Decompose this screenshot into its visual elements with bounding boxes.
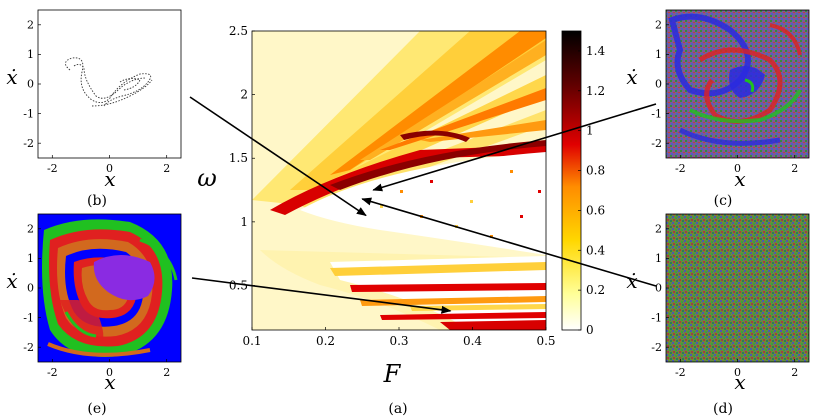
b-x-axis-label: x [104, 167, 115, 191]
arrow-b-to-a [189, 96, 367, 217]
x-tick-label: 2 [163, 366, 170, 379]
arrow-c-to-a [372, 103, 657, 192]
e-basin-image [38, 214, 181, 362]
caption-b: (b) [87, 193, 107, 209]
x-tick-label: 2 [791, 162, 798, 175]
caption-d: (d) [713, 401, 733, 417]
c-y-axis-label: ẋ [626, 65, 637, 89]
b-y-axis-label: ẋ [6, 65, 17, 89]
e-x-ticks: -2 0 2 [47, 359, 170, 379]
colorbar-ticks: 0 0.2 0.4 0.6 0.8 1 1.2 1.4 [578, 44, 605, 337]
caption-e: (e) [87, 401, 106, 417]
x-tick-label: 2 [163, 162, 170, 175]
arrow-d-to-a [361, 197, 657, 287]
colorbar-tick-label: 0.2 [586, 283, 605, 297]
d-x-axis-label: x [734, 370, 745, 394]
c-basin-image [666, 10, 809, 158]
d-x-ticks: -2 0 2 [675, 359, 798, 379]
panel-d: -2 0 2 -2 -1 0 1 2 x ẋ (d) [626, 213, 810, 417]
panel-a: 0.1 0.2 0.3 0.4 0.5 0.5 1 1.5 2 2.5 F ω (a) 0 0.2… [197, 24, 605, 417]
panel-b: -2 0 2 -2 -1 0 1 2 x ẋ (b) [6, 9, 182, 209]
y-tick-label: 0 [655, 282, 662, 295]
a-x-ticks: 0.1 0.2 0.3 0.4 0.5 [242, 327, 556, 348]
y-tick-label: 1 [655, 48, 662, 61]
y-tick-label: 2.5 [229, 24, 248, 38]
y-tick-label: 2 [655, 18, 662, 31]
d-y-axis-label: ẋ [626, 269, 637, 293]
y-tick-label: -1 [23, 107, 34, 120]
colorbar-tick-label: 1.2 [586, 84, 605, 98]
x-tick-label: 0.2 [316, 334, 335, 348]
x-tick-label: 0 [734, 366, 741, 379]
heatmap-a-image [252, 31, 546, 330]
arrows [189, 96, 657, 314]
colorbar-tick-label: 0 [586, 323, 594, 337]
x-tick-label: 0.3 [389, 334, 408, 348]
x-tick-label: 2 [791, 366, 798, 379]
caption-a: (a) [388, 401, 407, 417]
c-y-ticks: -2 -1 0 1 2 [651, 18, 669, 150]
y-tick-label: -2 [651, 341, 662, 354]
x-tick-label: 0.4 [463, 334, 482, 348]
y-tick-label: 0 [27, 78, 34, 91]
colorbar-tick-label: 1.4 [586, 44, 605, 58]
y-tick-label: 2 [240, 88, 248, 102]
colorbar-tick-label: 1 [586, 124, 594, 138]
y-tick-label: -1 [651, 311, 662, 324]
x-tick-label: -2 [47, 162, 58, 175]
panel-e: -2 0 2 -2 -1 0 1 2 x ẋ (e) [6, 213, 182, 417]
y-tick-label: 1 [240, 215, 248, 229]
colorbar-tick-label: 0.6 [586, 203, 605, 217]
y-tick-label: -1 [651, 107, 662, 120]
y-tick-label: -2 [23, 341, 34, 354]
colorbar [561, 30, 582, 331]
e-y-ticks: -2 -1 0 1 2 [23, 222, 41, 354]
x-tick-label: 0 [734, 162, 741, 175]
c-x-ticks: -2 0 2 [675, 155, 798, 175]
y-tick-label: 0 [655, 78, 662, 91]
b-frame [37, 9, 182, 159]
y-tick-label: 1 [27, 252, 34, 265]
x-tick-label: -2 [675, 162, 686, 175]
y-tick-label: 2 [27, 222, 34, 235]
x-tick-label: 0 [106, 366, 113, 379]
y-tick-label: 0 [27, 282, 34, 295]
x-tick-label: 0 [106, 162, 113, 175]
b-attractor [65, 57, 153, 107]
colorbar-tick-label: 0.4 [586, 243, 605, 257]
a-y-ticks: 0.5 1 1.5 2 2.5 [229, 24, 255, 292]
panel-c: -2 0 2 -2 -1 0 1 2 x ẋ (c) [626, 9, 810, 209]
y-tick-label: 1 [655, 252, 662, 265]
x-tick-label: -2 [675, 366, 686, 379]
y-tick-label: 2 [655, 222, 662, 235]
c-x-axis-label: x [734, 167, 745, 191]
b-y-ticks: -2 -1 0 1 2 [23, 18, 41, 150]
y-tick-label: -2 [23, 137, 34, 150]
e-x-axis-label: x [104, 370, 115, 394]
y-tick-label: 1 [27, 48, 34, 61]
x-tick-label: -2 [47, 366, 58, 379]
y-tick-label: -1 [23, 311, 34, 324]
d-basin-image [666, 214, 809, 362]
x-tick-label: 0.5 [536, 334, 555, 348]
arrow-e-to-a [191, 277, 452, 314]
colorbar-tick-label: 0.8 [586, 164, 605, 178]
b-x-ticks: -2 0 2 [47, 155, 170, 175]
y-tick-label: 2 [27, 18, 34, 31]
x-tick-label: 0.1 [242, 334, 261, 348]
a-y-axis-label: ω [197, 164, 217, 192]
a-x-axis-label: F [383, 360, 402, 388]
e-y-axis-label: ẋ [6, 269, 17, 293]
y-tick-label: 0.5 [229, 278, 248, 292]
d-y-ticks: -2 -1 0 1 2 [651, 222, 669, 354]
y-tick-label: -2 [651, 137, 662, 150]
caption-c: (c) [714, 193, 733, 209]
y-tick-label: 1.5 [229, 151, 248, 165]
